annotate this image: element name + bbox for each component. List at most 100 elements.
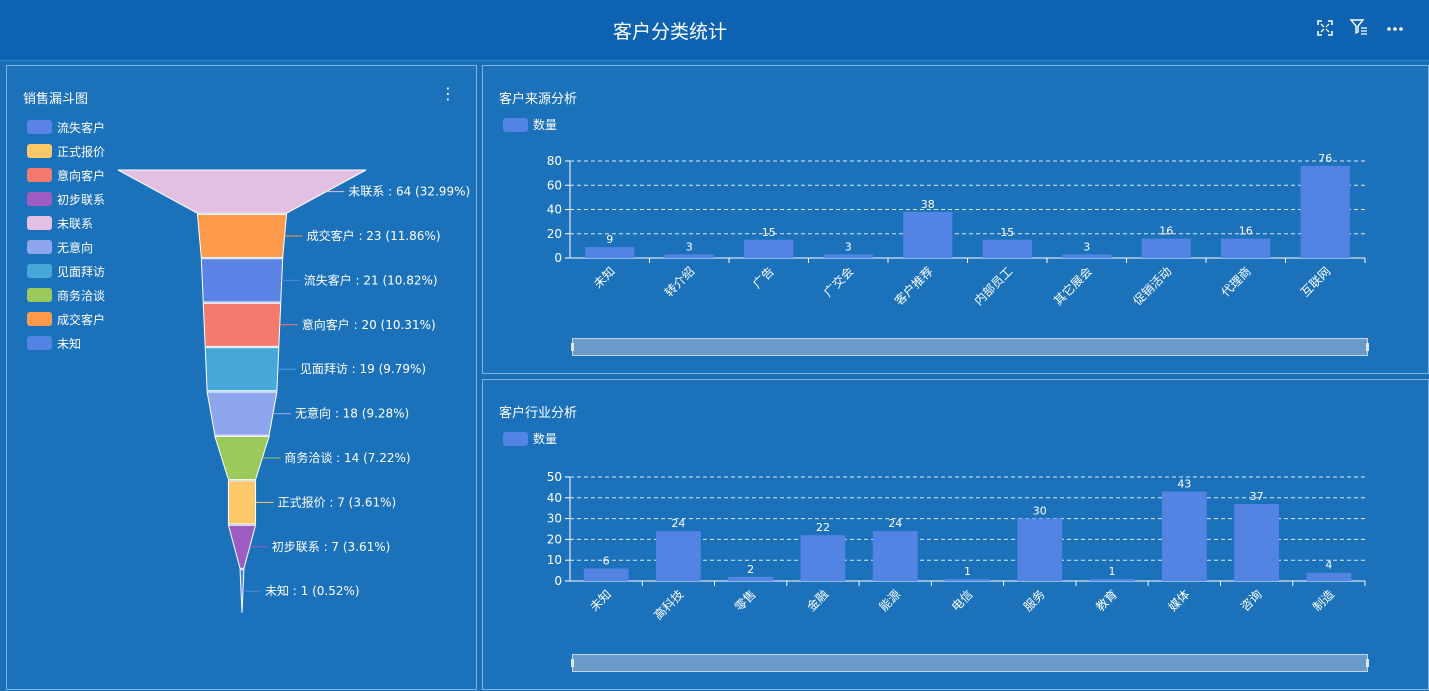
x-tick-label: 促销活动 [1131, 264, 1175, 308]
funnel-chart: 未联系 : 64 (32.99%) 成交客户 : 23 (11.86%) 流失客户 … [117, 169, 470, 613]
y-tick-label: 30 [547, 512, 562, 526]
funnel-stage-label: 无意向 : 18 (9.28%) [295, 406, 409, 421]
slider-handle-left[interactable] [571, 343, 574, 351]
bar-value-label: 24 [671, 517, 685, 530]
legend-swatch [27, 144, 52, 158]
x-tick-label: 教育 [1093, 587, 1121, 615]
bar-value-label: 76 [1318, 152, 1332, 165]
y-tick-label: 60 [547, 178, 562, 192]
bar-value-label: 15 [762, 226, 776, 239]
industry-zoom-slider[interactable] [571, 654, 1369, 672]
source-bar-chart: 0 20 40 60 80 9 未知 3 转介绍 15 广告 3 广交会 38 客户推荐 15 内部员工 3 其它展… [547, 152, 1366, 309]
funnel-legend-label: 初步联系 [57, 192, 106, 207]
y-tick-label: 50 [547, 470, 562, 484]
funnel-stage-label: 流失客户 : 21 (10.82%) [304, 272, 438, 287]
bar [664, 254, 714, 258]
funnel-legend-label: 商务洽谈 [57, 288, 106, 303]
bar [1062, 254, 1112, 258]
funnel-legend-item[interactable]: 未联系 [27, 211, 105, 235]
bar-value-label: 43 [1177, 478, 1191, 491]
funnel-legend-label: 见面拜访 [57, 264, 106, 279]
fullscreen-icon[interactable] [1315, 18, 1335, 38]
funnel-legend-item[interactable]: 无意向 [27, 235, 105, 259]
funnel-legend-label: 意向客户 [57, 168, 106, 183]
legend-swatch [27, 240, 52, 254]
funnel-legend-item[interactable]: 意向客户 [27, 163, 105, 187]
x-tick-label: 广交会 [820, 264, 856, 300]
bar-value-label: 6 [603, 555, 610, 568]
x-tick-label: 代理商 [1218, 264, 1254, 300]
legend-swatch [27, 336, 52, 350]
legend-swatch [27, 216, 52, 230]
bar-value-label: 4 [1325, 559, 1332, 572]
bar-value-label: 3 [686, 240, 693, 253]
funnel-legend-item[interactable]: 见面拜访 [27, 259, 105, 283]
bar-value-label: 16 [1159, 225, 1173, 238]
funnel-legend-item[interactable]: 成交客户 [27, 307, 105, 331]
source-panel-title: 客户来源分析 [499, 92, 578, 107]
industry-bar-chart: 0 10 20 30 40 50 6 未知 24 高科技 2 零售 22 金融 24 能源 1 电信 30 服务 1 教育… [547, 470, 1366, 623]
funnel-segment [117, 169, 367, 214]
funnel-legend-label: 流失客户 [57, 120, 106, 135]
bar-value-label: 9 [606, 233, 613, 246]
bar [903, 211, 953, 258]
bar-value-label: 37 [1250, 490, 1264, 503]
funnel-panel-title: 销售漏斗图 [23, 92, 89, 107]
page-title: 客户分类统计 [612, 21, 727, 43]
funnel-legend-item[interactable]: 正式报价 [27, 139, 105, 163]
x-tick-label: 制造 [1310, 587, 1337, 614]
bar [744, 239, 794, 258]
slider-handle-right[interactable] [1366, 659, 1369, 667]
source-legend-item[interactable]: 数量 [503, 116, 557, 133]
bar-value-label: 24 [888, 517, 902, 530]
funnel-segment [206, 391, 278, 436]
header-bar: 客户分类统计 [0, 0, 1429, 61]
funnel-legend-item[interactable]: 商务洽谈 [27, 283, 105, 307]
industry-legend-item[interactable]: 数量 [503, 430, 557, 447]
bar [728, 576, 774, 581]
funnel-legend: 流失客户正式报价意向客户初步联系未联系无意向见面拜访商务洽谈成交客户未知 [27, 115, 105, 355]
bar [656, 531, 701, 581]
legend-swatch [27, 120, 52, 134]
funnel-legend-item[interactable]: 流失客户 [27, 115, 105, 139]
source-zoom-slider[interactable] [571, 338, 1369, 356]
bar [1017, 518, 1063, 581]
bar [982, 239, 1032, 258]
legend-swatch [27, 192, 52, 206]
funnel-legend-label: 无意向 [57, 240, 94, 255]
x-tick-label: 未知 [587, 587, 614, 614]
x-tick-label: 电信 [949, 587, 976, 614]
source-legend-label: 数量 [533, 118, 558, 132]
x-tick-label: 其它展会 [1050, 264, 1095, 309]
funnel-stage-label: 意向客户 : 20 (10.31%) [302, 317, 436, 332]
funnel-stage-label: 成交客户 : 23 (11.86%) [307, 228, 441, 243]
funnel-stage-label: 初步联系 : 7 (3.61%) [272, 540, 391, 554]
x-tick-label: 未知 [591, 264, 618, 291]
slider-handle-left[interactable] [571, 659, 574, 667]
x-tick-label: 零售 [731, 587, 759, 615]
x-tick-label: 广告 [750, 264, 777, 291]
funnel-legend-label: 未知 [57, 336, 82, 351]
bar [1221, 238, 1271, 258]
panel-menu-icon[interactable]: ⋮ [440, 84, 456, 103]
funnel-segment [200, 258, 284, 303]
legend-swatch [27, 168, 52, 182]
bar-value-label: 30 [1033, 505, 1047, 518]
y-tick-label: 40 [547, 491, 562, 505]
funnel-legend-label: 正式报价 [57, 144, 106, 159]
bar-value-label: 16 [1239, 225, 1253, 238]
more-icon[interactable] [1386, 18, 1406, 38]
bar [1141, 238, 1191, 258]
funnel-legend-item[interactable]: 初步联系 [27, 187, 105, 211]
funnel-segment [196, 213, 288, 259]
funnel-legend-item[interactable]: 未知 [27, 331, 105, 355]
x-tick-label: 能源 [876, 587, 903, 614]
bar [800, 535, 846, 581]
y-tick-label: 20 [547, 532, 562, 546]
slider-handle-right[interactable] [1366, 343, 1369, 351]
filter-icon[interactable] [1349, 18, 1370, 38]
y-tick-label: 10 [547, 553, 562, 567]
funnel-segment [204, 347, 280, 392]
bar [872, 531, 918, 581]
funnel-stage-label: 未知 : 1 (0.52%) [265, 584, 360, 598]
